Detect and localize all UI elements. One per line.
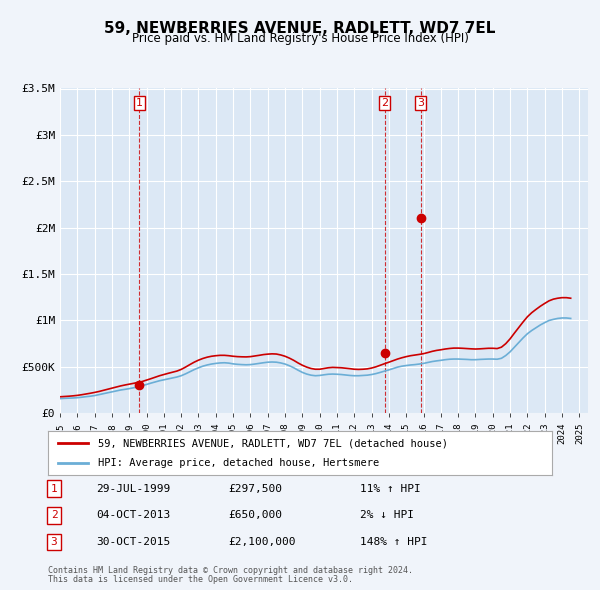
Text: 11% ↑ HPI: 11% ↑ HPI [360,484,421,494]
Text: 1: 1 [50,484,58,494]
Text: 2: 2 [381,98,388,108]
Text: 3: 3 [50,537,58,547]
Text: 30-OCT-2015: 30-OCT-2015 [96,537,170,547]
Text: 2: 2 [50,510,58,520]
Text: £297,500: £297,500 [228,484,282,494]
Text: 59, NEWBERRIES AVENUE, RADLETT, WD7 7EL: 59, NEWBERRIES AVENUE, RADLETT, WD7 7EL [104,21,496,35]
Text: £2,100,000: £2,100,000 [228,537,296,547]
Text: 148% ↑ HPI: 148% ↑ HPI [360,537,427,547]
Text: £650,000: £650,000 [228,510,282,520]
Text: 04-OCT-2013: 04-OCT-2013 [96,510,170,520]
Text: 1: 1 [136,98,143,108]
Text: 29-JUL-1999: 29-JUL-1999 [96,484,170,494]
Text: HPI: Average price, detached house, Hertsmere: HPI: Average price, detached house, Hert… [98,458,380,467]
Text: This data is licensed under the Open Government Licence v3.0.: This data is licensed under the Open Gov… [48,575,353,584]
Text: 2% ↓ HPI: 2% ↓ HPI [360,510,414,520]
Text: Price paid vs. HM Land Registry's House Price Index (HPI): Price paid vs. HM Land Registry's House … [131,32,469,45]
Text: Contains HM Land Registry data © Crown copyright and database right 2024.: Contains HM Land Registry data © Crown c… [48,566,413,575]
Text: 59, NEWBERRIES AVENUE, RADLETT, WD7 7EL (detached house): 59, NEWBERRIES AVENUE, RADLETT, WD7 7EL … [98,438,448,448]
Text: 3: 3 [417,98,424,108]
